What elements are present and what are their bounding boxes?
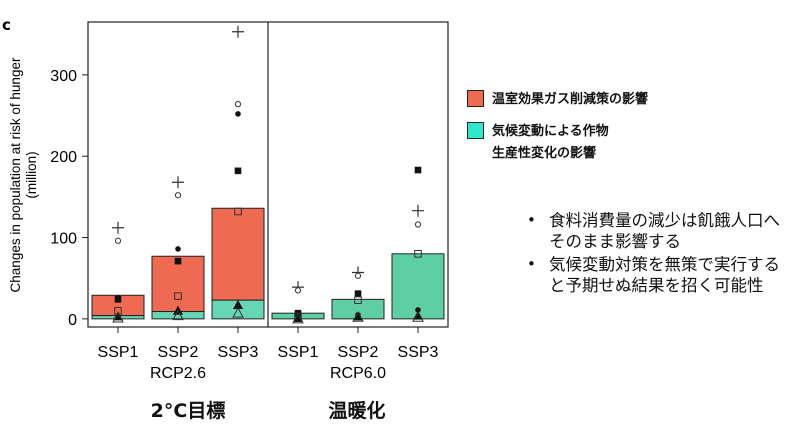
category-label-2c-target: 2°C目標 [150,400,226,422]
point-square-open [354,296,362,304]
legend-swatch-climate [467,122,484,139]
point-circle-open [234,101,242,108]
legend-item-mitigation: 温室効果ガス削減策の影響 [467,88,648,110]
point-circle-filled [415,307,421,313]
point-square-filled [414,166,422,174]
point-triangle-open [172,309,184,321]
y-tick-label: 300 [50,68,77,85]
x-tick-label: SSP1 [98,344,139,361]
legend-label-mitigation: 温室効果ガス削減策の影響 [492,92,649,107]
point-triangle-filled [353,311,363,321]
point-circle-open [414,221,422,228]
category-labels: 2°C目標 温暖化 [0,396,800,426]
bullet-list: 食料消費量の減少は飢餓人口へそのまま影響する 気候変動対策を無策で実行すると予期… [525,210,795,298]
point-triangle-open [352,311,364,322]
y-tick-label: 100 [50,231,77,248]
point-triangle-filled [233,300,243,310]
x-tick-label: SSP3 [218,344,259,361]
point-triangle-open [112,312,124,323]
point-square-open [414,250,422,258]
point-square-filled [354,290,362,297]
point-square-open [174,292,182,300]
group-label: RCP6.0 [330,365,386,382]
legend-item-climate: 気候変動による作物 生産性変化の影響 [467,120,648,164]
point-square-filled [174,257,182,265]
x-tick-label: SSP2 [338,344,379,361]
x-tick-label: SSP3 [398,344,439,361]
point-plus [232,25,244,38]
point-circle-filled [235,111,241,117]
x-tick-label: SSP1 [278,344,319,361]
legend: 温室効果ガス削減策の影響 気候変動による作物 生産性変化の影響 [467,88,648,174]
category-label-warming: 温暖化 [328,400,386,422]
point-circle-open [294,287,302,294]
point-circle-filled [175,246,181,252]
point-triangle-open [412,311,424,322]
legend-label-climate: 気候変動による作物 生産性変化の影響 [492,124,609,161]
point-plus [172,176,184,189]
point-triangle-filled [293,313,303,323]
y-axis-title: Changes in population at risk of hunger(… [8,57,39,292]
bullet-item: 食料消費量の減少は飢餓人口へそのまま影響する [525,210,795,252]
bar-mitigation [211,207,265,301]
group-label: RCP2.6 [150,365,206,382]
point-square-filled [234,167,242,175]
point-triangle-open [292,312,304,324]
panel-label: c [2,16,11,34]
bar-mitigation [151,255,205,313]
y-tick-label: 0 [68,312,77,329]
point-square-filled [114,296,122,303]
legend-swatch-mitigation [467,90,484,107]
bullet-item: 気候変動対策を無策で実行すると予期せぬ結果を招く可能性 [525,254,795,296]
y-tick-label: 200 [50,149,77,166]
point-plus [412,204,424,217]
point-circle-open [114,237,122,244]
point-plus [112,221,124,234]
x-tick-label: SSP2 [158,344,199,361]
point-circle-open [354,272,362,279]
point-triangle-open [232,307,244,318]
point-square-open [234,207,242,216]
point-circle-open [174,192,182,199]
